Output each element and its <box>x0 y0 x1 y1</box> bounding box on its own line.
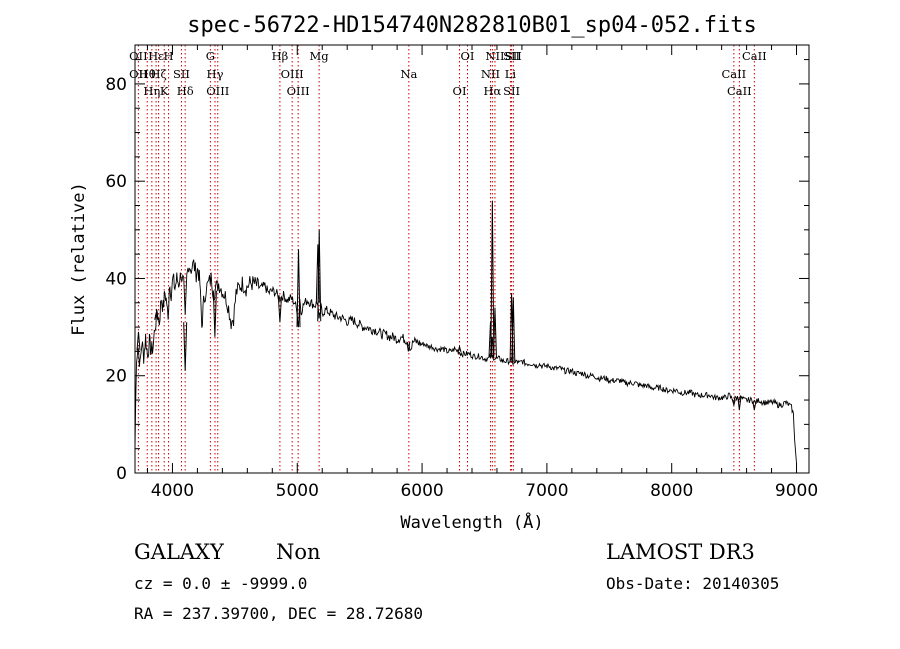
spectral-spike <box>183 322 188 371</box>
reference-line-label: OI <box>461 49 475 63</box>
x-tick-label: 8000 <box>650 481 693 501</box>
spectral-spike <box>511 297 516 363</box>
spectral-spike <box>317 229 322 322</box>
reference-line-label: Hε <box>148 49 164 63</box>
x-tick-label: 9000 <box>775 481 818 501</box>
reference-line-label: Mg <box>310 49 330 63</box>
reference-line-label: SII <box>173 67 190 81</box>
reference-line-label: OII <box>129 67 148 81</box>
spectrum-line <box>134 259 797 464</box>
reference-line-label: NII <box>485 49 504 63</box>
spectral-spike <box>737 397 742 410</box>
spectral-spike <box>406 341 411 352</box>
reference-line-label: Hη <box>143 84 160 98</box>
reference-line-label: Hθ <box>139 67 156 81</box>
reference-line-label: SII <box>505 49 522 63</box>
observation-date: Obs-Date: 20140305 <box>606 574 779 593</box>
x-tick-label: 4000 <box>151 481 194 501</box>
survey-release: LAMOST DR3 <box>606 540 755 564</box>
chart-title: spec-56722-HD154740N282810B01_sp04-052.f… <box>187 13 757 38</box>
reference-line-label: CaII <box>721 67 746 81</box>
y-tick-label: 60 <box>105 172 127 192</box>
spectral-spike <box>296 249 301 328</box>
reference-line-label: Na <box>400 67 417 81</box>
reference-line-label: SII <box>503 84 520 98</box>
reference-line-label: OIII <box>206 84 229 98</box>
reference-line-labels: OIIOIIHθHηHεHζKHSIIHδGHγOIIIHβOIIIOIIIMg… <box>129 49 767 98</box>
coordinates-readout: RA = 237.39700, DEC = 28.72680 <box>134 604 423 623</box>
spectral-spike <box>154 312 159 320</box>
reference-line-label: OIII <box>281 67 304 81</box>
y-tick-label: 20 <box>105 367 127 387</box>
reference-line-label: Li <box>505 67 517 81</box>
y-axis-ticks: 0 20 40 60 80 <box>105 59 809 484</box>
y-tick-label: 80 <box>105 75 127 95</box>
spectral-spike <box>490 200 495 357</box>
reference-line-label: CaII <box>727 84 752 98</box>
y-tick-label: 0 <box>116 464 127 484</box>
x-tick-label: 7000 <box>525 481 568 501</box>
reference-line-label: H <box>164 49 174 63</box>
spectral-spike <box>752 401 757 410</box>
y-tick-label: 40 <box>105 269 127 289</box>
reference-line-label: OII <box>129 49 148 63</box>
reference-line-label: K <box>160 84 169 98</box>
reference-line-label: G <box>206 49 215 63</box>
reference-line-label: Hγ <box>207 67 224 81</box>
spectral-spike <box>212 290 217 337</box>
object-subclass: Non <box>276 540 321 564</box>
reference-line-label: NII <box>481 67 500 81</box>
emission-spikes <box>136 200 757 410</box>
spectral-spike <box>315 244 320 303</box>
reference-lines <box>137 45 755 473</box>
x-axis-ticks: 4000 5000 6000 7000 8000 9000 <box>146 45 818 501</box>
reference-line-label: CaII <box>742 49 767 63</box>
redshift-readout: cz = 0.0 ± -9999.0 <box>134 574 307 593</box>
reference-line-label: Hζ <box>150 67 166 81</box>
reference-line-label: OIII <box>287 84 310 98</box>
spectral-spike <box>457 344 462 353</box>
plot-frame <box>134 44 810 474</box>
spectral-spike <box>277 297 282 323</box>
spectral-spike <box>731 399 736 407</box>
object-class: GALAXY <box>134 540 225 564</box>
x-axis-label: Wavelength (Å) <box>400 511 543 533</box>
x-tick-label: 5000 <box>276 481 319 501</box>
x-tick-label: 6000 <box>400 481 443 501</box>
spectral-spike <box>492 307 497 359</box>
reference-line-label: Hα <box>483 84 501 98</box>
reference-line-label: Hβ <box>272 49 289 63</box>
y-axis-label: Flux (relative) <box>69 182 89 336</box>
reference-line-label: SII <box>503 49 520 63</box>
spectral-spike <box>136 331 141 351</box>
reference-line-label: Hδ <box>177 84 194 98</box>
reference-line-label: OI <box>453 84 467 98</box>
